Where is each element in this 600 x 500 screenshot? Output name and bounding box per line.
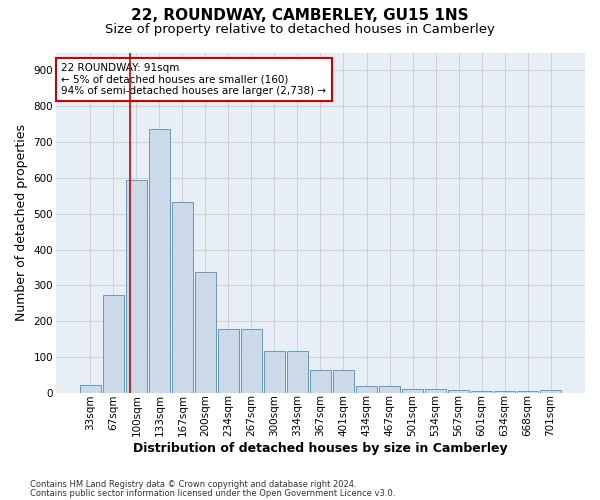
Bar	[379, 386, 400, 393]
Bar	[310, 370, 331, 393]
Text: 22, ROUNDWAY, CAMBERLEY, GU15 1NS: 22, ROUNDWAY, CAMBERLEY, GU15 1NS	[131, 8, 469, 22]
Bar	[517, 391, 538, 393]
Bar	[540, 390, 561, 393]
Bar	[287, 350, 308, 393]
Bar	[149, 129, 170, 393]
Bar	[195, 272, 216, 393]
Y-axis label: Number of detached properties: Number of detached properties	[15, 124, 28, 321]
Bar	[80, 385, 101, 393]
X-axis label: Distribution of detached houses by size in Camberley: Distribution of detached houses by size …	[133, 442, 508, 455]
Bar	[448, 390, 469, 393]
Bar	[103, 296, 124, 393]
Bar	[172, 202, 193, 393]
Text: Contains public sector information licensed under the Open Government Licence v3: Contains public sector information licen…	[30, 489, 395, 498]
Bar	[333, 370, 354, 393]
Bar	[218, 329, 239, 393]
Text: Contains HM Land Registry data © Crown copyright and database right 2024.: Contains HM Land Registry data © Crown c…	[30, 480, 356, 489]
Bar	[126, 180, 147, 393]
Bar	[494, 391, 515, 393]
Text: Size of property relative to detached houses in Camberley: Size of property relative to detached ho…	[105, 22, 495, 36]
Bar	[425, 390, 446, 393]
Bar	[402, 388, 423, 393]
Bar	[241, 329, 262, 393]
Bar	[264, 350, 285, 393]
Text: 22 ROUNDWAY: 91sqm
← 5% of detached houses are smaller (160)
94% of semi-detache: 22 ROUNDWAY: 91sqm ← 5% of detached hous…	[61, 62, 326, 96]
Bar	[356, 386, 377, 393]
Bar	[471, 391, 492, 393]
